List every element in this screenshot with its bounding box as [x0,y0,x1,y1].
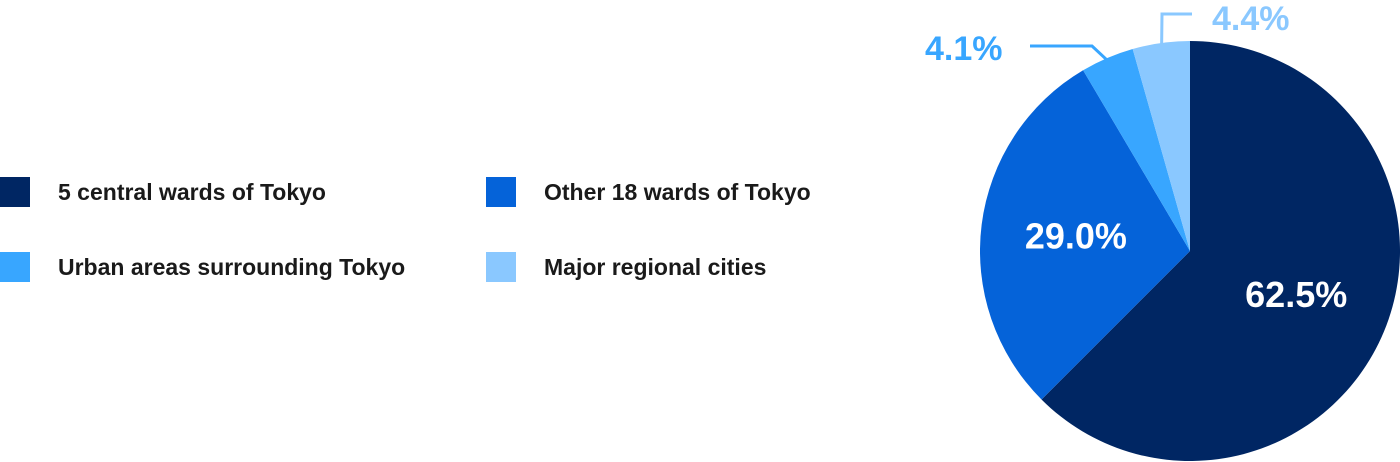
pie-slice-regional-cities [1132,41,1190,251]
legend-item-other-wards: Other 18 wards of Tokyo [486,177,811,207]
pie-slice-other-wards [980,70,1190,400]
legend-label-other-wards: Other 18 wards of Tokyo [544,178,811,205]
legend-item-regional-cities: Major regional cities [486,252,766,282]
legend-swatch-regional-cities [486,252,516,282]
leader-line-regional-cities [1160,12,1192,48]
leader-line-urban-areas [1030,44,1110,63]
pie-slice-central-wards [1041,41,1400,461]
legend-item-central-wards: 5 central wards of Tokyo [0,177,326,207]
legend-swatch-urban-areas [0,252,30,282]
legend-label-central-wards: 5 central wards of Tokyo [58,178,326,205]
legend-item-urban-areas: Urban areas surrounding Tokyo [0,252,405,282]
legend-swatch-other-wards [486,177,516,207]
legend-label-urban-areas: Urban areas surrounding Tokyo [58,253,406,280]
slice-value-label-regional-cities: 4.4% [1212,0,1290,38]
slice-value-label-central-wards: 62.5% [1245,274,1347,315]
legend: 5 central wards of Tokyo Other 18 wards … [0,177,811,282]
legend-swatch-central-wards [0,177,30,207]
slice-value-label-other-wards: 29.0% [1025,216,1127,257]
pie-slice-urban-areas [1083,48,1190,251]
slice-value-label-urban-areas: 4.1% [925,30,1003,68]
legend-label-regional-cities: Major regional cities [544,253,767,280]
